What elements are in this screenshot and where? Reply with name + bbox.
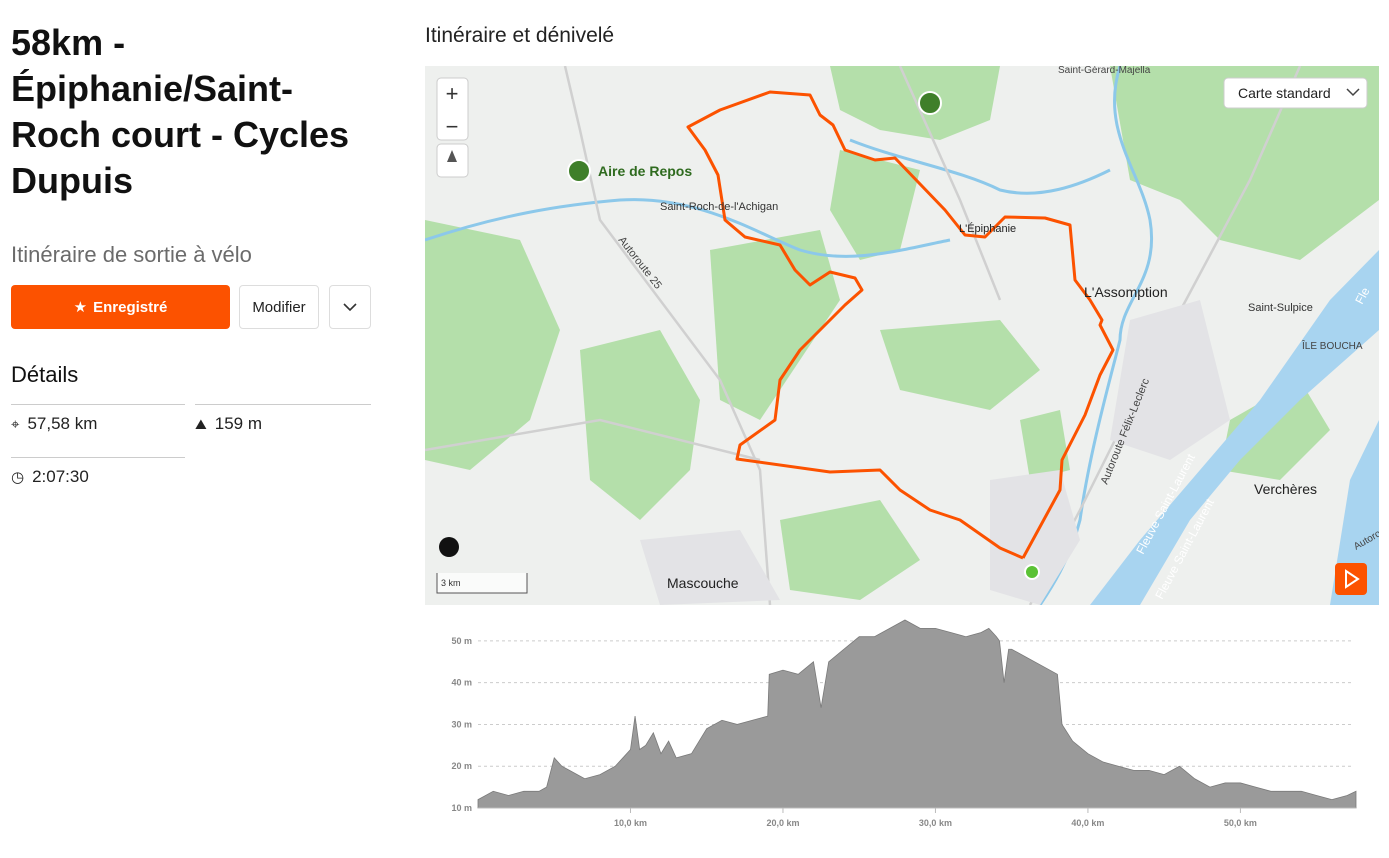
more-button[interactable] — [329, 285, 371, 329]
river — [1330, 420, 1379, 605]
elevation-stat: ⛰ 159 m — [195, 414, 262, 434]
forest-areas — [425, 66, 1379, 600]
time-stat: ◷ 2:07:30 — [11, 467, 89, 487]
map-label: Aire de Repos — [598, 163, 692, 179]
edit-label: Modifier — [252, 298, 306, 316]
edit-button[interactable]: Modifier — [239, 285, 319, 329]
scale-label: 3 km — [441, 578, 461, 588]
campsite-icon — [918, 91, 942, 115]
x-tick-label: 20,0 km — [766, 818, 799, 828]
elevation-area — [477, 619, 1357, 809]
map-label: ÎLE BOUCHA — [1301, 339, 1363, 352]
saved-label: Enregistré — [93, 298, 168, 316]
y-tick-label: 40 m — [451, 678, 472, 688]
river — [1090, 250, 1379, 605]
map-label: Verchères — [1254, 481, 1317, 497]
chevron — [343, 303, 357, 312]
map-label: Mascouche — [667, 575, 739, 591]
map-label: Saint-Roch-de-l'Achigan — [660, 201, 778, 213]
map-label: L'Épiphanie — [959, 222, 1016, 235]
separator — [11, 457, 185, 458]
y-tick-label: 30 m — [451, 719, 472, 729]
details-title: Détails — [11, 362, 79, 387]
separator — [11, 404, 185, 405]
start-marker — [1024, 564, 1040, 580]
zoom-out[interactable]: − — [446, 114, 459, 139]
route — [686, 90, 1115, 560]
x-tick-label: 10,0 km — [614, 818, 647, 828]
scale-bar — [436, 573, 528, 594]
map-style-select[interactable] — [1223, 77, 1368, 109]
map[interactable]: Saint-Gérard-Majella Aire de Repos Saint-R… — [425, 65, 1383, 605]
y-tick-label: 50 m — [451, 636, 472, 646]
distance-value: 57,58 km — [27, 414, 98, 433]
map-label: Saint-Gérard-Majella — [1058, 65, 1151, 76]
x-tick-label: 50,0 km — [1224, 818, 1257, 828]
mountain-icon: ⛰ — [195, 415, 207, 432]
distance-stat: ⌖ 57,58 km — [11, 414, 97, 434]
zoom-control — [436, 77, 469, 141]
separator — [195, 404, 371, 405]
x-tick-label: 30,0 km — [919, 818, 952, 828]
rest-area-icon — [567, 159, 591, 183]
route-subtitle: Itinéraire de sortie à vélo — [11, 242, 252, 267]
info-button[interactable] — [439, 537, 459, 557]
map-label: L'Assomption — [1084, 284, 1168, 300]
pin-icon: ⌖ — [11, 415, 20, 433]
play-icon — [1345, 569, 1360, 589]
time-value: 2:07:30 — [32, 467, 89, 486]
chevron — [1346, 88, 1360, 97]
y-tick-label: 10 m — [451, 803, 472, 813]
map-label: Saint-Sulpice — [1248, 302, 1313, 314]
flyover-button[interactable] — [1335, 563, 1367, 595]
urban-areas — [640, 300, 1230, 605]
elevation-value: 159 m — [214, 414, 263, 433]
map-style-label[interactable]: Carte standard — [1238, 85, 1331, 101]
map-title: Itinéraire et dénivelé — [425, 24, 615, 47]
route-title: 58km - Épiphanie/Saint-Roch court - Cycl… — [11, 22, 350, 201]
compass-icon — [447, 150, 457, 162]
zoom-in[interactable]: + — [446, 81, 459, 106]
x-tick-label: 40,0 km — [1071, 818, 1104, 828]
clock-icon: ◷ — [11, 469, 25, 486]
saved-button[interactable]: ★ Enregistré — [11, 285, 230, 329]
star-icon: ★ — [73, 299, 88, 316]
y-tick-label: 20 m — [451, 761, 472, 771]
